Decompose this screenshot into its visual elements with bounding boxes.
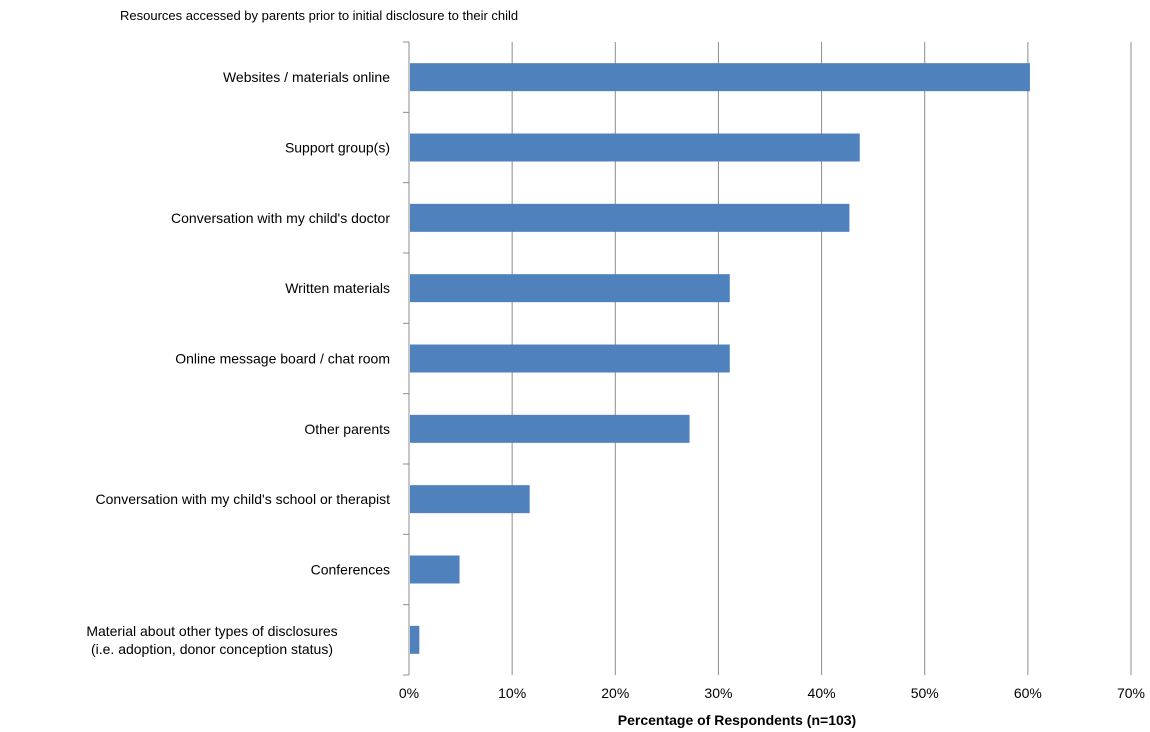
category-label-line: Conversation with my child's school or t…	[96, 491, 391, 507]
bar	[410, 485, 530, 514]
category-label-line: Conferences	[311, 562, 390, 578]
bar	[410, 625, 420, 654]
x-tick-label: 20%	[601, 685, 629, 701]
category-label: Conversation with my child's school or t…	[96, 491, 391, 507]
bar	[410, 414, 690, 443]
category-label-line: Websites / materials online	[223, 69, 390, 85]
bar	[410, 555, 460, 584]
category-labels: Websites / materials online Support group…	[86, 69, 390, 657]
bar	[410, 63, 1030, 92]
category-label-line: Online message board / chat room	[175, 351, 390, 367]
category-label-line: Conversation with my child's doctor	[171, 210, 390, 226]
bar	[410, 203, 850, 232]
category-label: Conversation with my child's doctor	[171, 210, 390, 226]
x-tick-label: 0%	[399, 685, 419, 701]
y-axis	[403, 41, 410, 676]
category-label: Conferences	[311, 562, 390, 578]
category-label: Online message board / chat room	[175, 351, 390, 367]
x-tick-label: 50%	[911, 685, 939, 701]
category-label: Material about other types of disclosure…	[86, 623, 337, 657]
category-label: Support group(s)	[285, 140, 390, 156]
x-tick-labels: 0% 10% 20% 30% 40% 50% 60% 70%	[399, 685, 1145, 701]
x-tick-label: 60%	[1014, 685, 1042, 701]
chart-title: Resources accessed by parents prior to i…	[120, 8, 519, 23]
bar	[410, 133, 860, 162]
category-label: Other parents	[304, 421, 390, 437]
x-tick-label: 40%	[808, 685, 836, 701]
category-label-line: Other parents	[304, 421, 390, 437]
category-label-line: (i.e. adoption, donor conception status)	[91, 641, 333, 657]
x-tick-label: 30%	[704, 685, 732, 701]
category-label: Websites / materials online	[223, 69, 390, 85]
x-tick-label: 70%	[1117, 685, 1145, 701]
category-label-line: Material about other types of disclosure…	[86, 623, 337, 639]
bar	[410, 344, 730, 373]
x-tick-label: 10%	[498, 685, 526, 701]
category-label: Written materials	[285, 280, 390, 296]
x-axis-label: Percentage of Respondents (n=103)	[618, 712, 856, 728]
bar	[410, 274, 730, 303]
category-label-line: Written materials	[285, 280, 390, 296]
bars	[410, 63, 1030, 654]
category-label-line: Support group(s)	[285, 140, 390, 156]
